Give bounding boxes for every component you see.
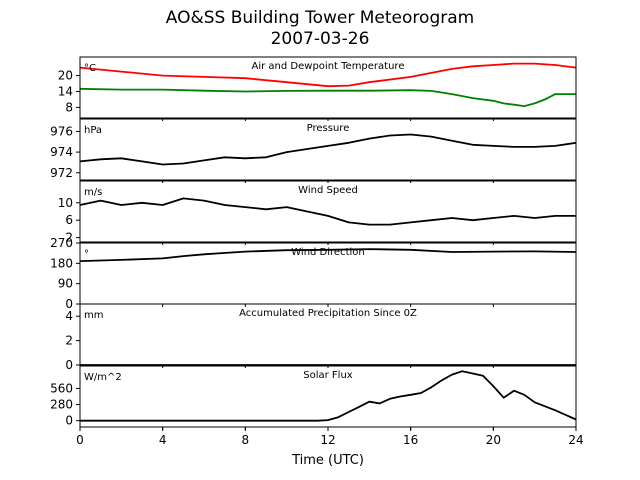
panel-title: Wind Direction <box>291 247 365 258</box>
x-axis-label: Time (UTC) <box>291 453 364 468</box>
panel-title: Wind Speed <box>298 185 358 196</box>
panel-title: Air and Dewpoint Temperature <box>252 61 405 72</box>
y-tick-label: 560 <box>50 381 73 395</box>
series-line <box>79 248 577 262</box>
y-tick-label: 0 <box>65 414 73 428</box>
y-tick-label: 20 <box>58 69 73 83</box>
panel-5: 0 280 560 W/m^2 Solar Flux <box>50 365 577 430</box>
chart-date: 2007-03-26 <box>270 29 370 49</box>
panel-title: Pressure <box>307 123 350 134</box>
y-tick-label: 4 <box>65 309 73 323</box>
series-line <box>80 370 577 422</box>
y-tick-label: 974 <box>50 145 73 159</box>
panel-title: Solar Flux <box>303 370 353 381</box>
y-tick-label: 0 <box>65 297 73 311</box>
x-tick-label: 4 <box>159 433 167 447</box>
x-tick-label: 12 <box>320 433 335 447</box>
x-tick-label: 24 <box>568 433 583 447</box>
x-tick-label: 20 <box>486 433 501 447</box>
panel-unit: °C <box>84 63 96 74</box>
y-tick-label: 976 <box>50 124 73 138</box>
y-tick-label: 90 <box>58 277 73 291</box>
y-tick-label: 10 <box>58 196 73 210</box>
panel-unit: mm <box>84 310 103 321</box>
y-tick-label: 8 <box>65 100 73 114</box>
panel-unit: m/s <box>84 187 102 198</box>
y-tick-label: 2 <box>65 231 73 245</box>
series-line <box>79 133 577 166</box>
x-tick-label: 0 <box>76 433 84 447</box>
panel-unit: ° <box>84 249 89 260</box>
y-tick-label: 972 <box>50 166 73 180</box>
y-tick-label: 270 <box>50 236 73 250</box>
x-tick-label: 8 <box>242 433 250 447</box>
x-tick-label: 16 <box>403 433 418 447</box>
y-tick-label: 0 <box>65 358 73 372</box>
series-line <box>79 62 577 88</box>
panel-3: 0 90 180 270 ° Wind Direction <box>50 236 577 311</box>
series-line <box>79 197 576 226</box>
panel-title: Accumulated Precipitation Since 0Z <box>239 308 417 319</box>
y-tick-label: 14 <box>58 84 73 98</box>
y-tick-label: 280 <box>50 398 73 412</box>
y-tick-label: 2 <box>65 334 73 348</box>
panel-2: 2 6 10 m/s Wind Speed <box>58 180 577 245</box>
y-tick-label: 6 <box>65 213 73 227</box>
panel-unit: hPa <box>84 125 102 136</box>
chart-title: AO&SS Building Tower Meteorogram <box>165 8 475 28</box>
series-line <box>79 87 576 107</box>
panel-4: 0 2 4 mm Accumulated Precipitation Since 0Z <box>65 303 577 372</box>
panel-unit: W/m^2 <box>84 372 122 383</box>
y-tick-label: 180 <box>50 256 73 270</box>
panel-1: 972 974 976 hPa Pressure <box>50 118 577 183</box>
